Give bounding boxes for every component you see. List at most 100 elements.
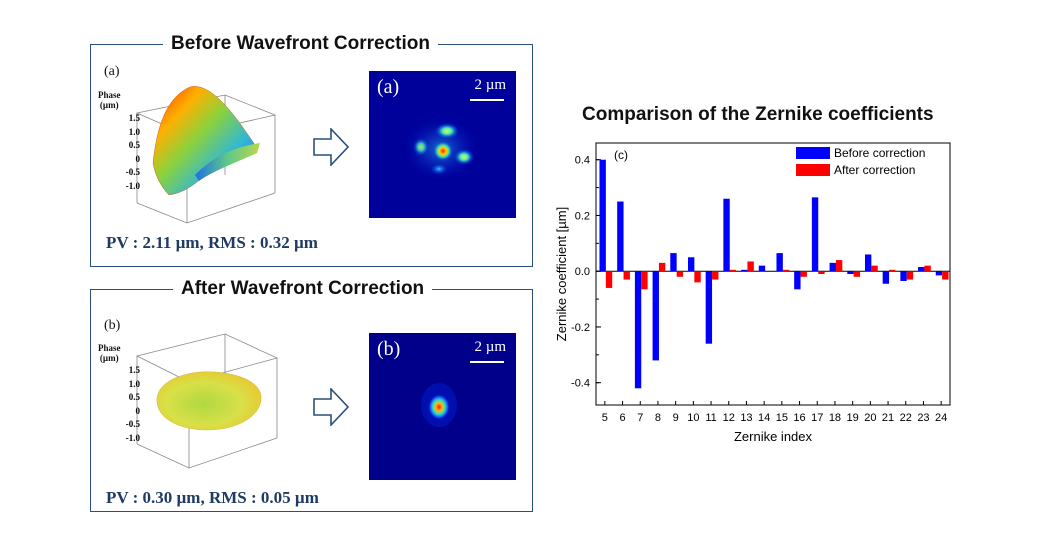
- bar-before-9: [670, 253, 677, 272]
- bar-before-10: [687, 257, 695, 272]
- x-tick-label: 9: [673, 412, 679, 424]
- after-surface: [156, 371, 262, 431]
- legend-swatch-after: [796, 164, 830, 176]
- after-panel-title: After Wavefront Correction: [173, 278, 433, 300]
- x-tick-label: 19: [847, 412, 859, 424]
- axis-tick: 0: [135, 153, 141, 164]
- bar-before-11: [705, 271, 713, 344]
- bar-before-24: [935, 271, 943, 276]
- bar-after-7: [641, 271, 648, 290]
- x-tick-label: 18: [829, 412, 841, 424]
- x-axis-label: Zernike index: [734, 429, 813, 444]
- bar-after-14: [765, 271, 772, 273]
- bar-after-10: [694, 271, 701, 283]
- y-axis-label: Zernike coefficient [µm]: [554, 207, 569, 341]
- x-tick-label: 21: [882, 412, 894, 424]
- axis-tick: 0: [135, 405, 141, 416]
- bar-after-9: [676, 271, 684, 277]
- bar-before-16: [794, 271, 801, 290]
- x-tick-label: 13: [740, 412, 752, 424]
- bar-after-21: [889, 269, 896, 272]
- before-axis-title: Phase (µm): [98, 90, 121, 110]
- bar-after-6: [623, 271, 630, 280]
- after-stats: PV : 0.30 µm, RMS : 0.05 µm: [106, 488, 319, 507]
- x-tick-label: 22: [900, 412, 912, 424]
- bar-after-13: [747, 261, 754, 272]
- bar-before-7: [634, 271, 642, 389]
- before-right-arrow-icon: [313, 128, 349, 166]
- bar-before-15: [776, 253, 783, 272]
- x-tick-label: 20: [864, 412, 876, 424]
- bar-before-13: [741, 269, 748, 272]
- after-psf-image: (b) 2 µm: [369, 333, 516, 480]
- x-tick-label: 8: [655, 412, 661, 424]
- chart-title: Comparison of the Zernike coefficients: [582, 104, 934, 125]
- before-surface-fold: [195, 143, 260, 181]
- bar-after-12: [729, 269, 737, 272]
- bar-after-11: [712, 271, 719, 280]
- after-right-arrow-icon: [313, 388, 349, 426]
- x-tick-label: 5: [602, 412, 608, 424]
- before-psf-image: (a) 2 µm: [369, 71, 516, 218]
- legend-label-after: After correction: [834, 163, 915, 177]
- before-psf-spots: [369, 71, 516, 218]
- bar-before-18: [829, 262, 836, 272]
- before-scale-label: 2 µm: [474, 77, 506, 93]
- bar-before-5: [599, 159, 606, 272]
- bar-before-23: [918, 267, 925, 272]
- legend-label-before: Before correction: [834, 146, 925, 160]
- x-tick-label: 23: [917, 412, 929, 424]
- after-scale-label: 2 µm: [474, 339, 506, 355]
- before-panel-title: Before Wavefront Correction: [163, 33, 438, 55]
- after-phase-surface-plot: [135, 333, 279, 469]
- bar-after-22: [906, 271, 914, 280]
- chart-panel-label: (c): [614, 148, 628, 162]
- y-tick-label: -0.2: [571, 322, 590, 334]
- bar-before-8: [652, 271, 659, 361]
- bar-after-5: [605, 271, 613, 288]
- x-tick-label: 6: [619, 412, 625, 424]
- axis-tick: 0.5: [128, 140, 140, 150]
- after-plot-label: (b): [104, 318, 121, 333]
- bar-before-22: [900, 271, 907, 281]
- axis-tick: -1.0: [125, 432, 140, 443]
- before-surface: [152, 86, 256, 196]
- legend-swatch-before: [796, 147, 830, 159]
- after-psf-label: (b): [377, 338, 401, 360]
- bar-before-19: [847, 271, 854, 274]
- x-tick-label: 14: [758, 412, 770, 424]
- bar-after-18: [835, 260, 843, 272]
- before-psf-label: (a): [377, 76, 400, 98]
- y-tick-label: 0.4: [575, 155, 590, 167]
- y-tick-label: 0.0: [575, 266, 590, 278]
- bar-after-24: [942, 271, 949, 280]
- before-axis-ticks: 1.5 1.0 0.5 0 -0.5 -1.0: [116, 112, 140, 193]
- x-tick-label: 17: [811, 412, 823, 424]
- axis-tick: 1.0: [128, 126, 140, 137]
- x-tick-label: 12: [723, 412, 735, 424]
- before-phase-surface-plot: [135, 86, 277, 224]
- x-tick-label: 10: [687, 412, 699, 424]
- bar-before-12: [723, 198, 730, 272]
- axis-tick: -1.0: [125, 180, 140, 191]
- bar-before-21: [882, 271, 890, 284]
- bar-after-20: [871, 265, 878, 272]
- after-psf-spot: [369, 333, 516, 480]
- x-tick-label: 7: [637, 412, 643, 424]
- axis-tick: 1.0: [128, 378, 140, 389]
- bar-before-14: [758, 265, 766, 272]
- axis-tick: 1.5: [128, 365, 140, 375]
- axis-tick: -0.5: [125, 167, 140, 177]
- axis-tick: -0.5: [125, 419, 140, 429]
- y-tick-label: 0.2: [575, 210, 590, 222]
- bar-after-23: [924, 265, 931, 272]
- before-scale-bar: [470, 99, 504, 101]
- x-tick-label: 24: [935, 412, 947, 424]
- before-plot-label: (a): [104, 64, 120, 79]
- zernike-coefficient-chart: 0.4 0.2 0.0 -0.2 -0.4 5 6 7 8 9 10 11 12 13 14 15 16 17 18…: [554, 142, 951, 444]
- bar-before-6: [617, 201, 624, 272]
- after-axis-ticks: 1.5 1.0 0.5 0 -0.5 -1.0: [116, 364, 140, 445]
- bar-before-17: [811, 197, 819, 272]
- y-tick-label: -0.4: [571, 378, 590, 390]
- after-axis-title: Phase (µm): [98, 343, 121, 363]
